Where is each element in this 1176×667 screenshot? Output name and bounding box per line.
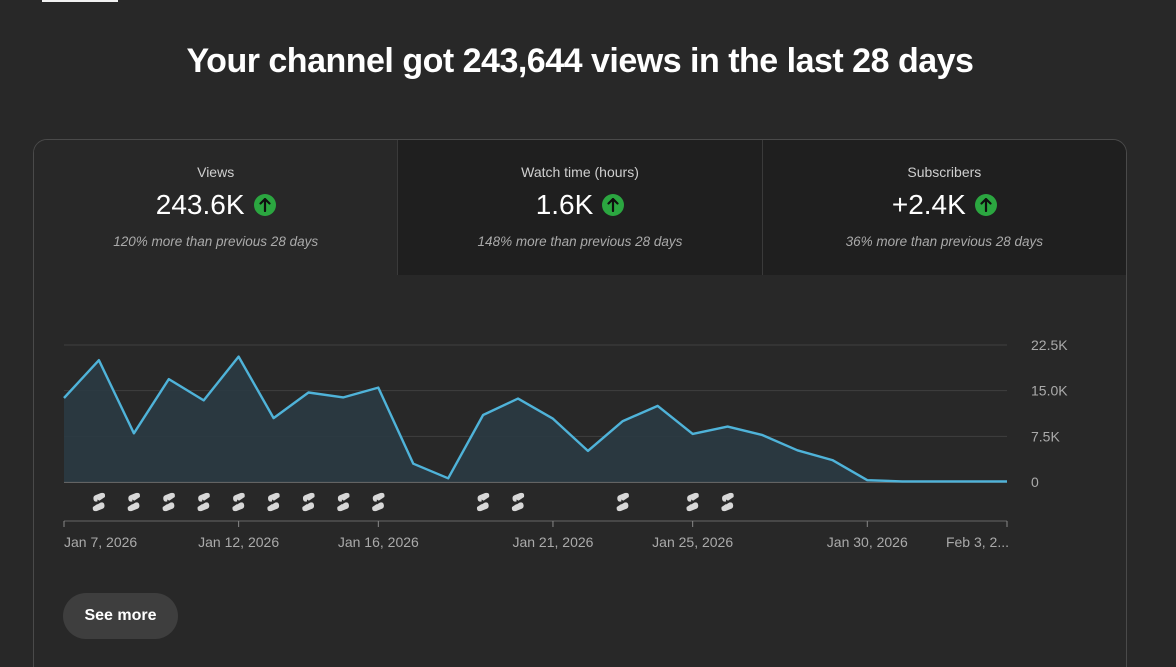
views-area [64, 356, 1007, 482]
shorts-icon[interactable] [232, 492, 245, 512]
metric-comparison: 120% more than previous 28 days [113, 234, 319, 249]
shorts-icon[interactable] [337, 492, 350, 512]
data-point: Jan 17: 3000 [409, 460, 417, 468]
data-point: Jan 28: 5200 [793, 446, 801, 454]
data-point: Jan 24: 12500 [654, 402, 662, 410]
metric-value-row: 1.6K [398, 188, 761, 222]
metric-comparison: 36% more than previous 28 days [845, 234, 1043, 249]
metric-value-row: +2.4K [763, 188, 1126, 222]
metric-tab-views[interactable]: Views 243.6K 120% more than previous 28 … [34, 140, 398, 275]
shorts-icon[interactable] [197, 492, 210, 512]
shorts-icon[interactable] [616, 492, 629, 512]
data-point: Jan 18: 600 [444, 474, 452, 482]
shorts-icon[interactable] [127, 492, 141, 512]
shorts-icon[interactable] [162, 492, 175, 512]
metric-comparison: 148% more than previous 28 days [477, 234, 683, 249]
data-point: Jan 16: 15500 [374, 384, 382, 392]
metric-value: 1.6K [535, 189, 594, 220]
data-point: Jan 13: 10500 [270, 414, 278, 422]
data-point: Feb 1: 100 [933, 477, 941, 485]
y-tick-label: 22.5K [1031, 337, 1068, 353]
metric-tab-watch-time[interactable]: Watch time (hours) 1.6K 148% more than p… [397, 140, 762, 275]
x-tick-label: Jan 12, 2026 [198, 534, 279, 550]
y-tick-label: 15.0K [1031, 383, 1068, 399]
arrow-up-icon [253, 194, 276, 216]
views-line [63, 355, 1007, 483]
x-tick-label: Jan 16, 2026 [338, 534, 419, 550]
data-point: Jan 25: 7900 [689, 430, 697, 438]
metric-value: 243.6K [155, 189, 245, 220]
metric-label: Views [197, 164, 235, 180]
data-point: Jan 12: 20600 [235, 353, 243, 361]
metric-value: +2.4K [891, 189, 966, 220]
data-point: Jan 14: 14700 [304, 388, 312, 396]
data-point: Feb 2: 100 [968, 477, 976, 485]
data-point: Jan 11: 13400 [200, 396, 208, 404]
data-point: Jan 21: 10400 [549, 415, 557, 423]
metric-label: Watch time (hours) [521, 164, 639, 180]
shorts-icon[interactable] [267, 492, 280, 512]
overview-card: Views 243.6K 120% more than previous 28 … [33, 139, 1127, 667]
x-tick-label: Jan 30, 2026 [827, 534, 908, 550]
data-point: Jan 27: 7700 [759, 431, 767, 439]
arrow-up-icon [602, 194, 625, 216]
arrow-up-icon [974, 194, 997, 216]
data-point: Jan 9: 8000 [130, 429, 138, 437]
y-tick-label: 7.5K [1031, 428, 1060, 444]
see-more-button[interactable]: See more [63, 593, 178, 639]
x-tick-label: Feb 3, 2... [946, 534, 1009, 550]
x-tick-label: Jan 7, 2026 [64, 534, 137, 550]
x-tick-label: Jan 25, 2026 [652, 534, 733, 550]
shorts-icon[interactable] [721, 492, 734, 512]
data-point: Jan 7: 13800 [60, 394, 68, 402]
data-point: Jan 22: 5100 [584, 447, 592, 455]
data-point: Jan 23: 10000 [619, 417, 627, 425]
data-point: Jan 8: 20000 [95, 356, 103, 364]
x-tick-label: Jan 21, 2026 [512, 534, 593, 550]
data-point: Feb 3: 100 [1003, 477, 1011, 485]
shorts-icon[interactable] [302, 492, 315, 512]
shorts-icon[interactable] [511, 492, 525, 512]
metric-label: Subscribers [907, 164, 982, 180]
metric-value-row: 243.6K [34, 188, 397, 222]
shorts-icon[interactable] [476, 492, 490, 512]
data-point: Jan 29: 3600 [828, 456, 836, 464]
shorts-icon[interactable] [372, 492, 385, 512]
data-point: Jan 26: 9100 [724, 423, 732, 431]
metric-tabs: Views 243.6K 120% more than previous 28 … [34, 140, 1126, 275]
tab-indicator [42, 0, 118, 2]
data-point: Jan 15: 13900 [339, 393, 347, 401]
shorts-icon[interactable] [686, 492, 699, 512]
data-point: Jan 30: 300 [863, 476, 871, 484]
data-point: Jan 31: 100 [898, 477, 906, 485]
metric-tab-subscribers[interactable]: Subscribers +2.4K 36% more than previous… [761, 140, 1126, 275]
page-headline: Your channel got 243,644 views in the la… [186, 42, 974, 80]
data-point: Jan 20: 13700 [514, 395, 522, 403]
data-point: Jan 19: 11000 [479, 411, 487, 419]
y-tick-label: 0 [1031, 474, 1039, 490]
shorts-icon[interactable] [92, 492, 106, 512]
data-point: Jan 10: 16900 [165, 375, 173, 383]
